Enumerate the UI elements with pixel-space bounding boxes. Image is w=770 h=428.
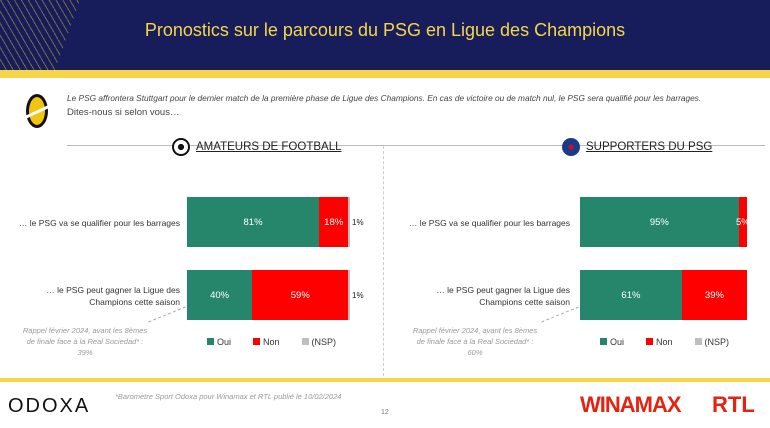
row-label: … le PSG va se qualifier pour les barrag…	[18, 218, 180, 228]
divider	[67, 145, 765, 146]
legend-item: (NSP)	[301, 337, 337, 347]
page-number: 12	[381, 409, 389, 416]
legend-label: Oui	[610, 337, 625, 347]
legend-label: (NSP)	[704, 337, 730, 347]
bar-segment-nsp	[348, 270, 350, 320]
value-label: 81%	[243, 216, 263, 228]
reminder-note: Rappel février 2024, avant les 8èmes de …	[412, 326, 538, 357]
legend-item: Non	[646, 337, 673, 347]
legend-swatch	[207, 338, 214, 345]
value-label: 5%	[735, 216, 750, 228]
rtl-logo: RTL	[712, 392, 755, 417]
legend-item: Non	[253, 337, 280, 347]
legend-label: Oui	[217, 337, 232, 347]
footer-line	[0, 378, 770, 382]
legend-swatch	[646, 338, 654, 345]
reminder-note: Rappel février 2024, avant les 8èmes de …	[22, 326, 148, 357]
legend-swatch	[694, 338, 702, 345]
legend: Oui Non (NSP)	[207, 337, 336, 347]
intro-context: Le PSG affrontera Stuttgart pour le dern…	[67, 93, 702, 103]
row-label: … le PSG peut gagner la Ligue des Champi…	[436, 285, 570, 307]
bar-segment-non: 39%	[681, 270, 747, 320]
nsp-value-label: 1%	[352, 291, 364, 300]
legend-label: Non	[656, 337, 673, 347]
value-label: 61%	[621, 289, 641, 301]
bar-segment-non: 59%	[252, 270, 349, 320]
legend: Oui Non (NSP)	[600, 337, 729, 347]
page-title: Pronostics sur le parcours du PSG en Lig…	[144, 20, 626, 40]
bar-segment-non: 5%	[735, 197, 750, 247]
bar-segment-oui: 95%	[580, 197, 739, 247]
value-label: 18%	[324, 216, 344, 228]
group-title: SUPPORTERS DU PSG	[586, 141, 713, 153]
bar-segment-oui: 40%	[187, 270, 253, 320]
legend-label: Non	[263, 337, 280, 347]
source-note: *Baromètre Sport Odoxa pour Winamax et R…	[115, 392, 342, 401]
legend-swatch	[301, 338, 309, 345]
value-label: 39%	[704, 289, 724, 301]
football-icon	[172, 138, 190, 156]
value-label: 95%	[649, 216, 669, 228]
stacked-bar: 40% 59%	[187, 270, 350, 320]
column-divider	[383, 146, 384, 376]
header-stripe	[0, 70, 770, 78]
odoxa-logo: ODOXA	[8, 395, 91, 417]
group-header: SUPPORTERS DU PSG	[562, 138, 712, 156]
group-title: AMATEURS DE FOOTBALL	[196, 141, 342, 153]
bar-segment-non: 18%	[319, 197, 349, 247]
nsp-value-label: 1%	[352, 218, 364, 227]
legend-swatch	[600, 338, 607, 345]
legend-label: (NSP)	[311, 337, 337, 347]
odoxa-icon	[26, 94, 48, 128]
legend-item: (NSP)	[694, 337, 730, 347]
reminder-arrow	[541, 306, 579, 323]
row-label: … le PSG va se qualifier pour les barrag…	[408, 218, 570, 228]
stacked-bar: 61% 39%	[580, 270, 747, 320]
bar-segment-nsp	[348, 197, 350, 247]
legend-swatch	[253, 338, 261, 345]
psg-logo-icon	[562, 138, 580, 156]
intro-question: Dites-nous si selon vous…	[67, 107, 180, 118]
legend-item: Oui	[600, 337, 624, 347]
header: Pronostics sur le parcours du PSG en Lig…	[0, 0, 770, 70]
group-header: AMATEURS DE FOOTBALL	[172, 138, 341, 156]
reminder-arrow	[148, 306, 186, 323]
legend-item: Oui	[207, 337, 231, 347]
row-label: … le PSG peut gagner la Ligue des Champi…	[46, 285, 180, 307]
value-label: 40%	[210, 289, 230, 301]
stacked-bar: 81% 18%	[187, 197, 350, 247]
bar-segment-oui: 61%	[580, 270, 682, 320]
bar-segment-oui: 81%	[187, 197, 320, 247]
stacked-bar: 95% 5%	[580, 197, 750, 247]
value-label: 59%	[290, 289, 310, 301]
winamax-logo: WINAMAX	[580, 392, 682, 417]
